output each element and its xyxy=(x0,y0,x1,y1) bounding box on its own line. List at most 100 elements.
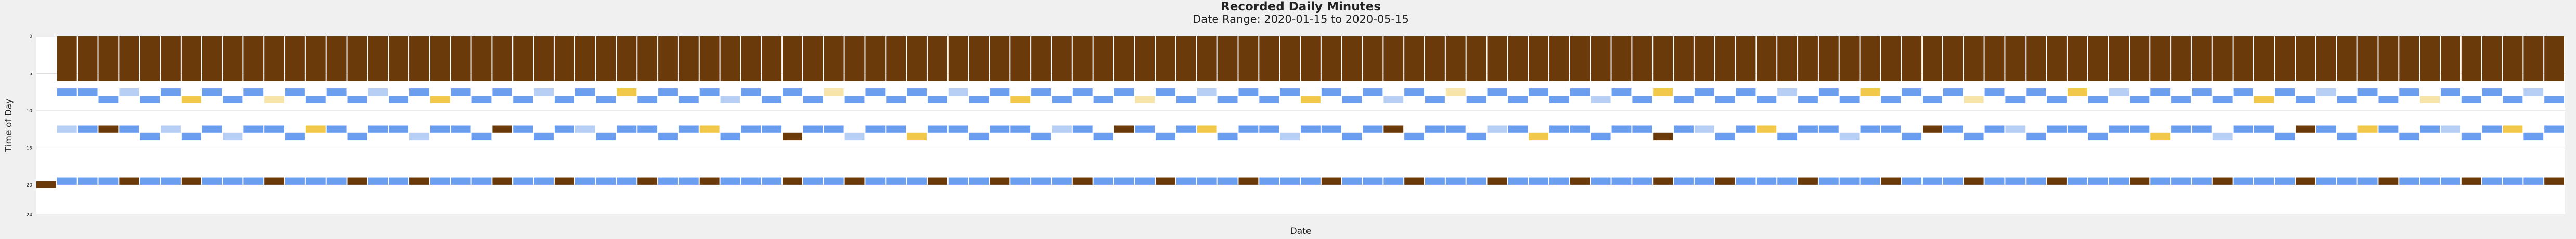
chart-title: Recorded Daily Minutes xyxy=(1221,0,1381,14)
activity-segment xyxy=(1674,96,1694,103)
day-column xyxy=(575,36,595,185)
day-column xyxy=(2067,36,2087,185)
activity-segment xyxy=(2150,177,2171,185)
activity-segment xyxy=(1052,125,1072,133)
activity-segment xyxy=(1238,125,1259,133)
activity-segment xyxy=(2399,88,2419,96)
activity-segment xyxy=(181,36,201,81)
activity-segment xyxy=(2088,177,2108,185)
activity-segment xyxy=(1839,36,1860,81)
activity-segment xyxy=(1902,132,1922,141)
activity-segment xyxy=(1694,177,1714,185)
activity-segment xyxy=(2191,177,2212,185)
day-column xyxy=(741,36,761,185)
day-column xyxy=(534,36,554,185)
activity-segment xyxy=(2275,88,2295,96)
activity-segment xyxy=(2005,96,2026,103)
y-axis-ticks: 0 5 10 15 20 24 xyxy=(27,34,33,218)
activity-segment xyxy=(2523,88,2544,96)
day-column xyxy=(1570,36,1590,185)
activity-segment xyxy=(886,125,906,133)
activity-segment xyxy=(2233,125,2253,133)
activity-segment xyxy=(305,125,326,133)
activity-segment xyxy=(78,177,98,185)
day-column xyxy=(2357,36,2378,185)
activity-segment xyxy=(1902,36,1922,81)
activity-segment xyxy=(492,36,512,81)
day-column xyxy=(2171,36,2191,185)
activity-segment xyxy=(2523,36,2544,81)
day-column xyxy=(471,36,492,185)
activity-segment xyxy=(2171,36,2191,81)
activity-segment xyxy=(2357,88,2378,96)
activity-segment xyxy=(1445,88,1466,96)
day-column xyxy=(617,36,637,185)
activity-segment xyxy=(98,125,119,133)
activity-segment xyxy=(990,88,1010,96)
day-column xyxy=(2275,36,2295,185)
day-column xyxy=(1674,36,1694,185)
activity-segment xyxy=(2026,36,2046,81)
activity-segment xyxy=(1943,177,1963,185)
activity-segment xyxy=(1736,36,1756,81)
day-column xyxy=(2191,36,2212,185)
day-column xyxy=(1466,36,1486,185)
activity-segment xyxy=(927,36,947,81)
activity-segment xyxy=(2316,36,2336,81)
activity-segment xyxy=(2316,177,2336,185)
activity-segment xyxy=(1280,36,1300,81)
activity-segment xyxy=(1052,96,1072,103)
activity-segment xyxy=(1860,88,1880,96)
activity-segment xyxy=(1383,96,1404,103)
activity-segment xyxy=(1674,177,1694,185)
activity-segment xyxy=(1632,36,1652,81)
activity-segment xyxy=(699,177,720,185)
activity-segment xyxy=(1715,96,1735,103)
activity-segment xyxy=(2420,125,2440,133)
activity-segment xyxy=(368,177,388,185)
day-column xyxy=(1964,36,1984,185)
activity-segment xyxy=(1591,96,1611,103)
activity-segment xyxy=(1984,125,2005,133)
activity-segment xyxy=(140,36,160,81)
activity-segment xyxy=(907,88,927,96)
activity-segment xyxy=(1839,96,1860,103)
day-column xyxy=(658,36,678,185)
activity-segment xyxy=(409,132,429,141)
activity-segment xyxy=(2461,177,2481,185)
activity-segment xyxy=(1466,96,1486,103)
activity-segment xyxy=(2523,177,2544,185)
activity-segment xyxy=(1798,96,1818,103)
activity-segment xyxy=(969,177,989,185)
activity-segment xyxy=(2337,36,2357,81)
activity-segment xyxy=(1156,88,1175,96)
activity-segment xyxy=(1445,177,1466,185)
activity-segment xyxy=(803,177,823,185)
activity-segment xyxy=(2150,132,2171,141)
day-column xyxy=(492,36,512,185)
activity-segment xyxy=(285,36,305,81)
day-column xyxy=(1529,36,1549,185)
activity-segment xyxy=(305,177,326,185)
activity-segment xyxy=(699,88,720,96)
activity-segment xyxy=(637,177,658,185)
day-column xyxy=(1736,36,1756,185)
day-column xyxy=(1342,36,1362,185)
day-column xyxy=(2296,36,2315,185)
activity-segment xyxy=(1321,88,1341,96)
day-column xyxy=(1156,36,1175,185)
activity-segment xyxy=(368,88,388,96)
activity-segment xyxy=(2026,132,2046,141)
activity-segment xyxy=(2275,177,2295,185)
day-column xyxy=(1694,36,1714,185)
activity-segment xyxy=(1591,177,1611,185)
day-column xyxy=(1984,36,2005,185)
day-column xyxy=(1176,36,1196,185)
day-column xyxy=(1715,36,1735,185)
day-column xyxy=(1487,36,1507,185)
activity-segment xyxy=(409,36,429,81)
activity-segment xyxy=(1259,177,1279,185)
y-tick-label: 24 xyxy=(27,213,33,218)
x-axis-label: Date xyxy=(1290,226,1312,236)
day-column xyxy=(1238,36,1259,185)
